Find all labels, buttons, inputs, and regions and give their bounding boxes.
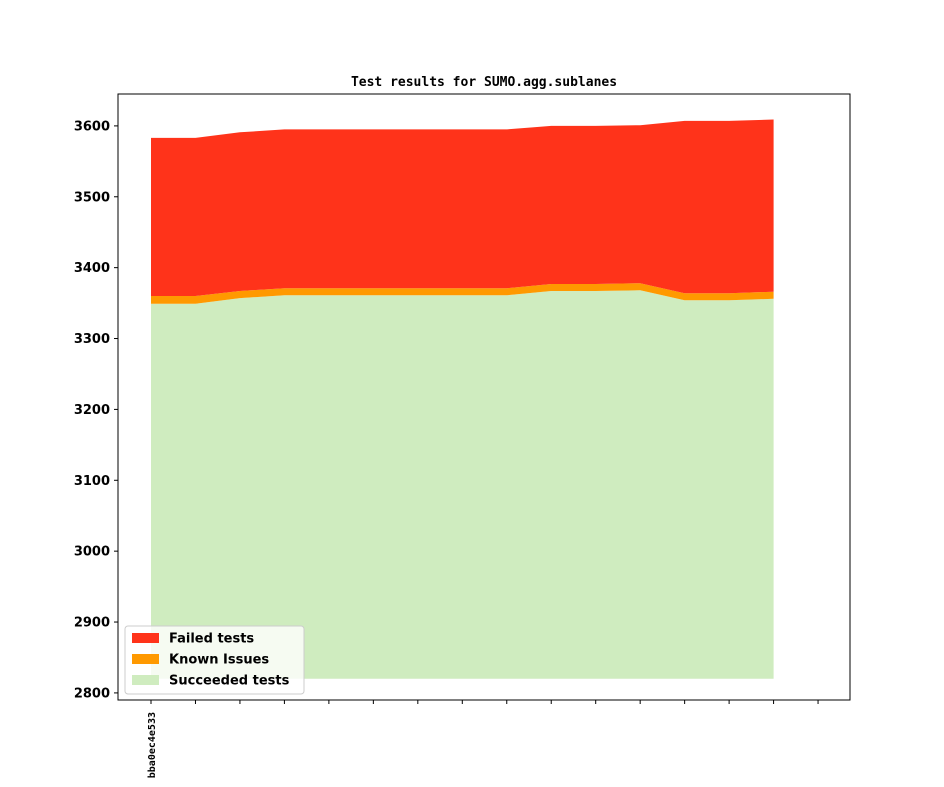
y-tick-label: 2900 [74,616,110,631]
y-tick-label: 3200 [74,403,110,418]
y-tick-label: 3400 [74,261,110,276]
legend-swatch [132,675,159,685]
legend-box [124,625,305,695]
area-failed-tests [151,119,774,296]
y-tick-label: 3300 [74,332,110,347]
y-tick-label: 3500 [74,190,110,205]
x-tick-label: bba0ec4e533 [147,712,158,778]
areas-layer [151,119,774,679]
legend-label: Known Issues [169,653,269,668]
legend-swatch [132,654,159,664]
legend-label: Succeeded tests [169,674,290,689]
y-axis: 2800 2900 3000 3100 3200 3300 3400 3500 3600 [74,119,118,701]
area-known-issues [151,283,774,304]
x-axis: bba0ec4e533 [147,700,819,778]
plot-frame [117,93,851,701]
area-succeeded-tests [151,290,774,679]
y-tick-label: 2800 [74,686,110,701]
legend: Failed tests Known Issues Succeeded tests [124,625,305,695]
y-tick-label: 3100 [74,474,110,489]
y-tick-label: 3600 [74,119,110,134]
chart-title: Test results for SUMO.agg.sublanes [351,75,617,90]
legend-swatch [132,633,159,643]
y-tick-label: 3000 [74,545,110,560]
legend-label: Failed tests [169,632,254,647]
